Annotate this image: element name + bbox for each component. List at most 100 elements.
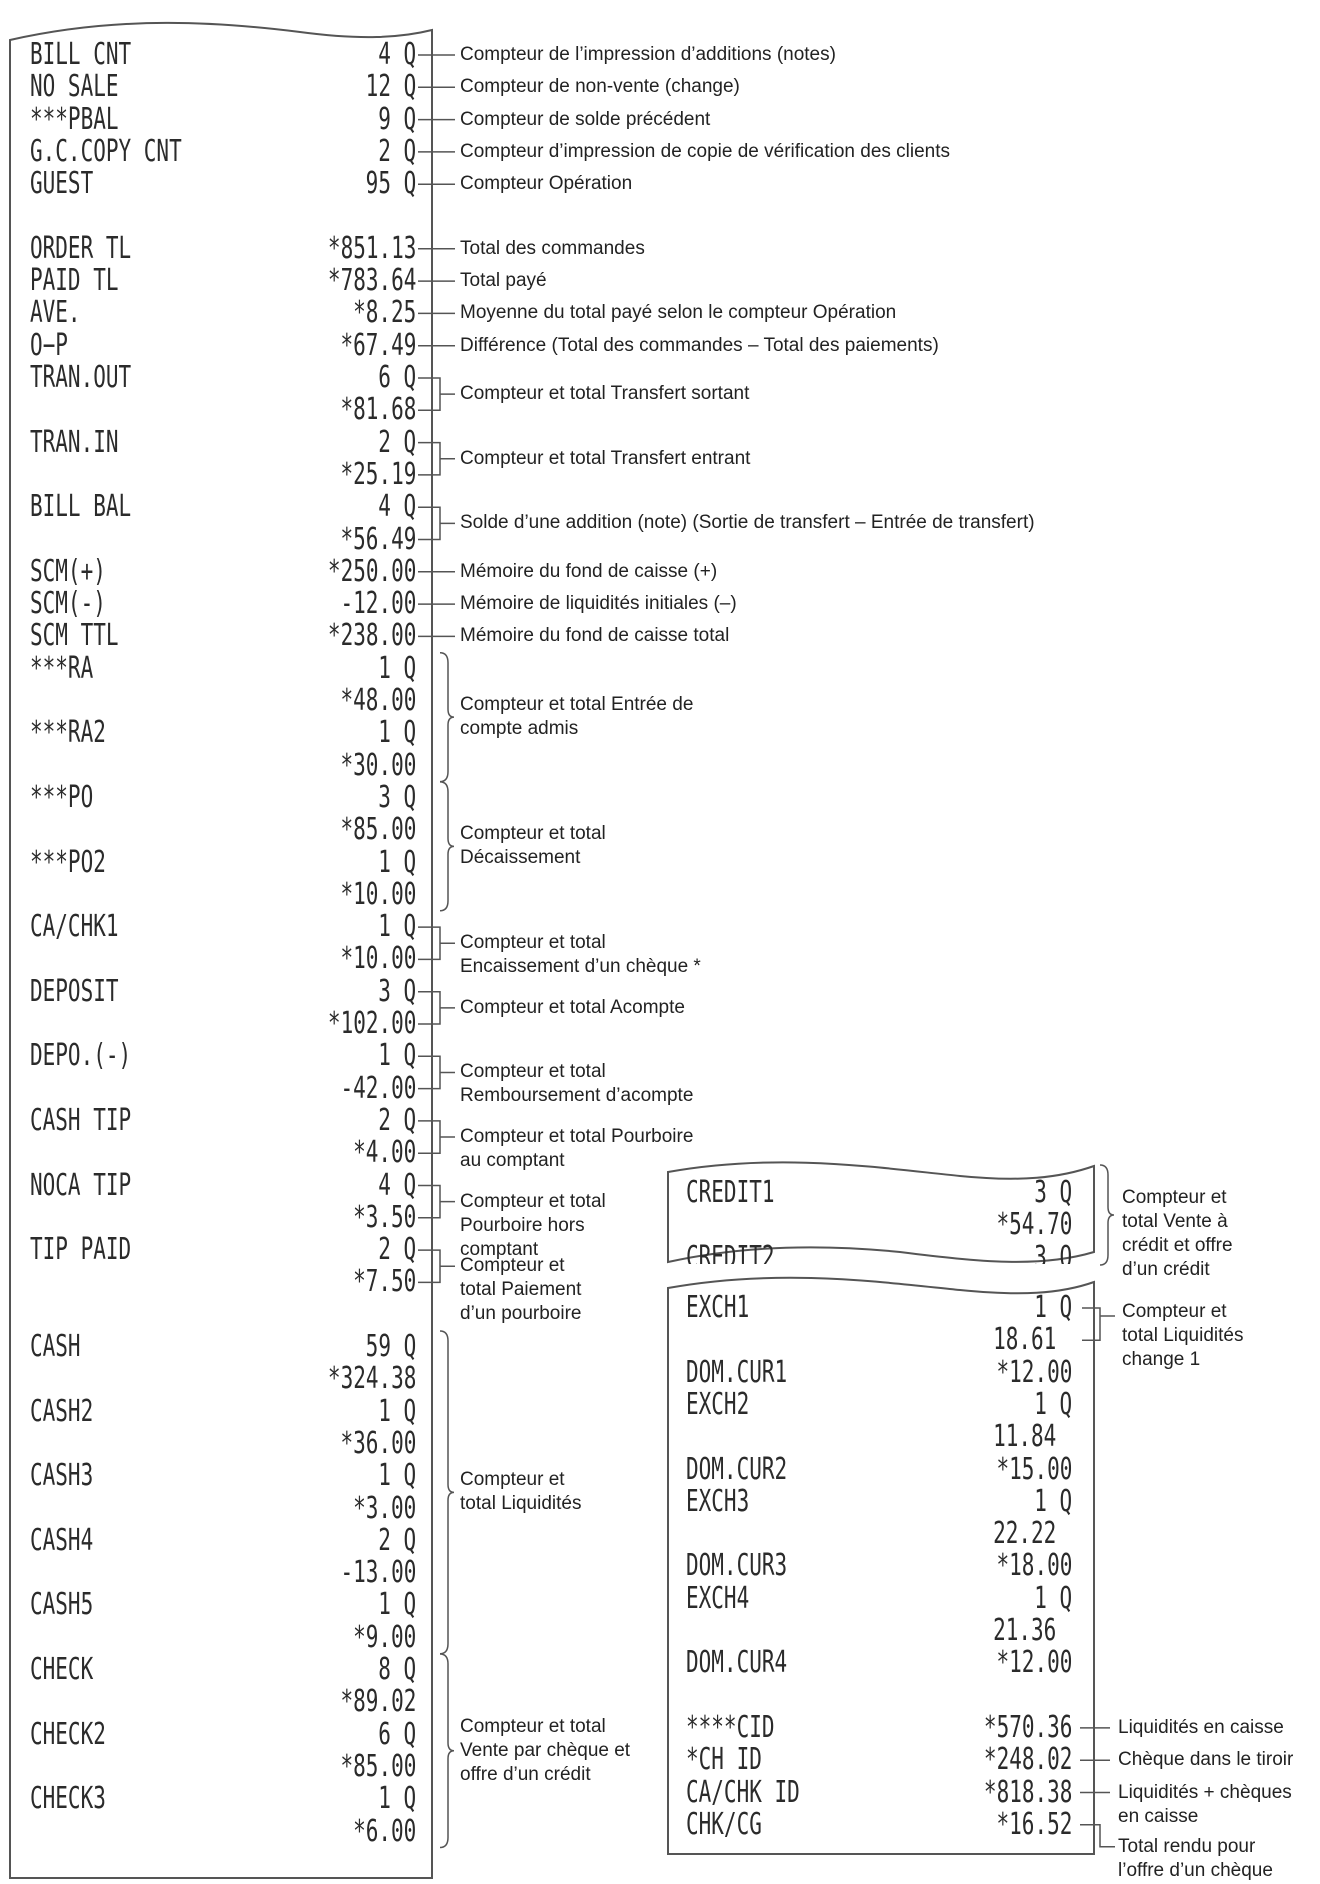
annotation-text: compte admis [460, 718, 579, 740]
row-value: *248.02 [983, 1742, 1072, 1778]
brace-connector [439, 1330, 455, 1655]
row-value: *4.00 [352, 1135, 416, 1171]
row-label: SCM TTL [30, 618, 119, 654]
row-value: *67.49 [340, 327, 416, 363]
row-value: 2 Q [378, 1232, 416, 1268]
annotation-text: Compteur et total Pourboire [460, 1126, 694, 1148]
row-value: *3.00 [352, 1490, 416, 1526]
annotation-text: Compteur d’impression de copie de vérifi… [460, 140, 951, 162]
row-value: 22.22 [992, 1516, 1056, 1552]
row-label: BILL CNT [30, 37, 132, 72]
annotation-text: change 1 [1122, 1349, 1201, 1370]
bracket-connector [418, 1249, 455, 1284]
row-value: 8 Q [378, 1652, 416, 1687]
brace-connector [439, 1653, 455, 1849]
row-label: CASH TIP [30, 1102, 132, 1138]
row-label: TRAN.IN [30, 424, 119, 460]
row-label: ****CID [686, 1709, 775, 1745]
row-value: *18.00 [996, 1548, 1072, 1584]
annotation-text: total Liquidités [1122, 1325, 1244, 1346]
annotation-text: Compteur et total Acompte [460, 996, 685, 1018]
row-value: 1 Q [1034, 1483, 1072, 1519]
row-value: *81.68 [340, 392, 416, 428]
row-value: *85.00 [340, 812, 416, 848]
annotation-text: Total payé [460, 270, 547, 292]
row-label: ***PO [30, 779, 94, 815]
row-value: -42.00 [340, 1070, 416, 1106]
row-value: *12.00 [996, 1645, 1072, 1681]
annotation-text: Compteur de non-vente (change) [460, 76, 740, 98]
row-value: *56.49 [340, 521, 416, 557]
row-label: SCM(+) [30, 553, 106, 589]
annotation-text: l’offre d’un chèque [1118, 1859, 1273, 1881]
row-label: CA/CHK1 [30, 909, 119, 945]
row-label: GUEST [30, 166, 94, 202]
row-label: CASH4 [30, 1522, 94, 1558]
row-value: 2 Q [378, 1102, 416, 1138]
annotation-text: Liquidités + chèques [1118, 1781, 1292, 1803]
annotation-text: Total des commandes [460, 237, 645, 259]
row-value: -13.00 [340, 1555, 416, 1591]
bracket-connector [1082, 1307, 1115, 1342]
row-label: CHK/CG [686, 1806, 762, 1842]
annotation-text: Moyenne du total payé selon le compteur … [460, 302, 897, 324]
annotation-text: Remboursement d’acompte [460, 1085, 694, 1107]
row-value: *8.25 [352, 295, 416, 331]
row-value: *102.00 [327, 1006, 416, 1041]
annotation-text: offre d’un crédit [460, 1763, 591, 1785]
row-label: EXCH4 [686, 1580, 750, 1616]
annotation-text: Compteur de solde précédent [460, 108, 711, 130]
row-value: 2 Q [378, 424, 416, 460]
annotation-text: comptant [460, 1238, 539, 1260]
row-value: 1 Q [378, 1781, 416, 1817]
row-label: BILL BAL [30, 489, 132, 525]
row-label: CASH2 [30, 1393, 94, 1429]
row-value [116, 1299, 416, 1331]
row-label: CREDIT2 [686, 1239, 775, 1264]
row-value: *10.00 [340, 876, 416, 912]
row-value: 1 Q [378, 1038, 416, 1074]
row-label: ***RA [30, 650, 94, 686]
row-value: 4 Q [378, 37, 416, 72]
row-value: *6.00 [352, 1813, 416, 1849]
row-label: ***RA2 [30, 715, 106, 751]
row-value [772, 1680, 1072, 1712]
annotation-text: total Paiement [460, 1279, 582, 1301]
annotation-text: en caisse [1118, 1805, 1199, 1827]
row-value: *89.02 [340, 1684, 416, 1720]
row-value: 3 Q [1034, 1175, 1072, 1210]
row-value: *783.64 [327, 263, 416, 299]
leader-line [1080, 1824, 1115, 1848]
annotation-text: Différence (Total des commandes – Total … [460, 334, 939, 356]
row-label: DEPO.(-) [30, 1038, 132, 1074]
row-label: CA/CHK ID [686, 1774, 800, 1810]
row-label: CHECK3 [30, 1781, 106, 1817]
row-value: *238.00 [327, 618, 416, 654]
row-label: DEPOSIT [30, 973, 119, 1009]
annotation-text: au comptant [460, 1150, 565, 1172]
row-value: *25.19 [340, 456, 416, 492]
row-value: *324.38 [327, 1361, 416, 1397]
brace-connector [439, 781, 455, 912]
row-value: *570.36 [983, 1709, 1072, 1745]
row-value [116, 201, 416, 233]
annotation-text: Total rendu pour [1118, 1835, 1256, 1857]
row-value: 1 Q [378, 844, 416, 880]
credit-receipt: CREDIT1 3 Q *54.70 CREDIT2 3 Q [668, 1160, 1098, 1265]
annotation-text: Compteur et total Transfert entrant [460, 447, 751, 469]
row-value: *10.00 [340, 941, 416, 977]
annotation-text: Décaissement [460, 847, 581, 869]
bracket-connector [418, 1120, 455, 1154]
exchange-receipt-outline [667, 1276, 1095, 1855]
annotation-text: d’un pourboire [460, 1303, 582, 1325]
row-value: 1 Q [378, 909, 416, 945]
bracket-connector [418, 377, 455, 412]
row-value: -12.00 [340, 586, 416, 622]
row-label: EXCH2 [686, 1386, 750, 1422]
row-label: CHECK2 [30, 1716, 106, 1752]
row-value: 6 Q [378, 360, 416, 395]
annotation-text: Compteur et total Transfert sortant [460, 383, 750, 405]
annotation-text: d’un crédit [1122, 1259, 1210, 1280]
annotation-text: Solde d’une addition (note) (Sortie de t… [460, 512, 1035, 534]
